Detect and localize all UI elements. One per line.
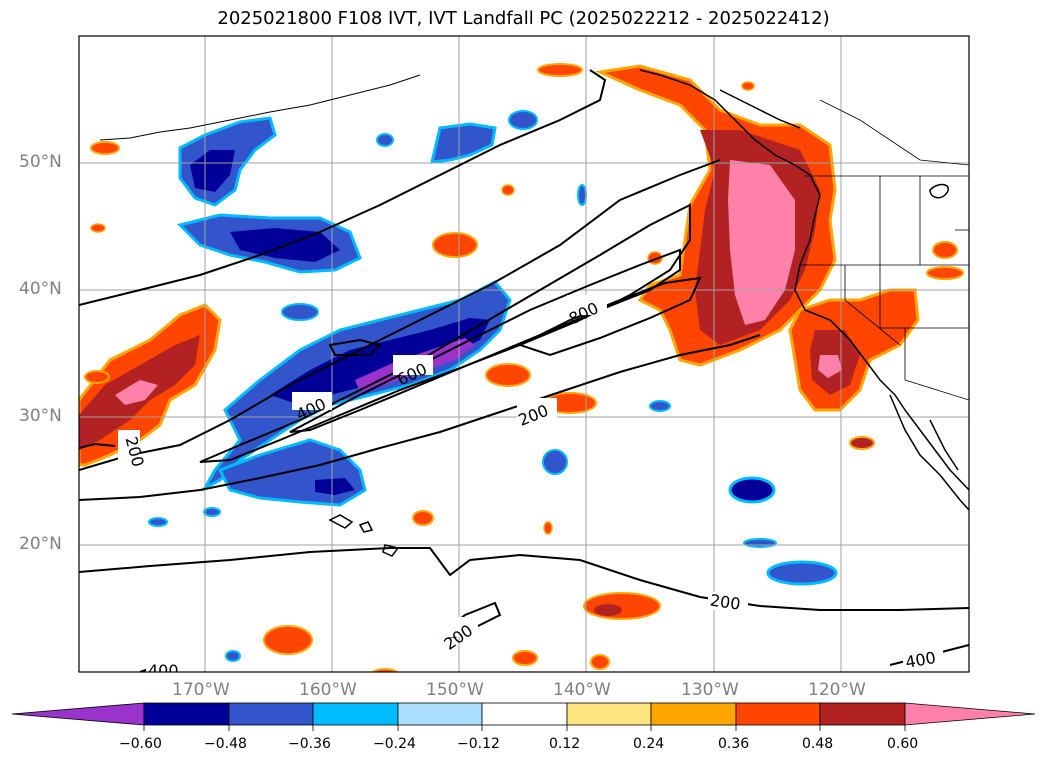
colorbar-label: 0.60 <box>887 736 919 752</box>
anomaly-patch-negative <box>542 449 568 475</box>
contour-label-bg <box>517 398 557 418</box>
colorbar-label: −0.48 <box>204 736 247 752</box>
anomaly-patch <box>412 510 434 526</box>
anomaly-negative-north-1-inner <box>190 150 235 192</box>
anomaly-patch-negative <box>766 560 838 586</box>
anomaly-negative-lower-inner <box>315 478 355 495</box>
longitude-label-130w: 130°W <box>681 680 739 700</box>
contour-label-bg <box>118 430 140 468</box>
anomaly-patch-negative <box>508 110 538 130</box>
anomaly-patch <box>84 370 110 384</box>
anomaly-patch-negative <box>743 538 777 548</box>
map-frame <box>78 35 970 673</box>
contour-label-bg <box>438 617 478 637</box>
anomaly-patch-negative <box>376 133 394 147</box>
anomaly-negative-band-inner <box>270 318 490 405</box>
anomaly-patch <box>90 141 120 155</box>
colorbar-label: −0.12 <box>457 736 500 752</box>
colorbar-swatch <box>650 702 737 726</box>
contour-label-bg <box>567 295 607 315</box>
anomaly-patch-negative <box>148 517 168 527</box>
colorbar-swatch <box>819 702 906 726</box>
colorbar <box>11 702 1036 731</box>
latitude-label-20n: 20°N <box>19 534 62 554</box>
contour-label-bg <box>292 392 332 410</box>
colorbar-swatch <box>566 702 652 726</box>
longitude-label-140w: 140°W <box>553 680 611 700</box>
map-plot-area: 200 400 600 800 200 200 200 400 400 <box>79 36 969 680</box>
map-title: 2025021800 F108 IVT, IVT Landfall PC (20… <box>217 8 830 29</box>
contour-label-400-sw: 400 <box>148 661 179 680</box>
latitude-label-40n: 40°N <box>19 279 62 299</box>
colorbar-swatch <box>397 702 483 726</box>
contour-label-bg <box>393 355 433 375</box>
longitude-label-150w: 150°W <box>426 680 484 700</box>
anomaly-patch-negative <box>728 476 776 504</box>
contour-label-group: 200 400 600 800 200 200 200 400 400 <box>118 295 943 680</box>
anomaly-patch <box>594 604 622 616</box>
landfall-anomaly-west-coast-core <box>728 160 795 325</box>
colorbar-swatch <box>481 702 568 726</box>
colorbar-label: −0.60 <box>119 736 162 752</box>
anomaly-patch <box>849 436 875 450</box>
anomaly-negative-north-3 <box>430 122 497 164</box>
colorbar-swatch <box>735 702 821 726</box>
anomaly-patch <box>512 650 538 666</box>
contour-200-left <box>79 442 116 449</box>
colorbar-label: 0.36 <box>718 736 750 752</box>
anomaly-patch-negative <box>225 650 241 662</box>
gridlines <box>79 36 969 672</box>
contour-label-bg <box>903 648 943 666</box>
colorbar-label: 0.24 <box>633 736 665 752</box>
colorbar-ticks <box>143 725 906 731</box>
colorbar-label: −0.36 <box>288 736 331 752</box>
anomaly-patch-negative <box>281 303 319 321</box>
anomaly-patch <box>926 266 964 280</box>
latitude-label-50n: 50°N <box>19 152 62 172</box>
longitude-label-120w: 120°W <box>808 680 866 700</box>
colorbar-label: 0.48 <box>802 736 834 752</box>
longitude-label-160w: 160°W <box>299 680 357 700</box>
contour-200-southern <box>79 547 969 611</box>
contour-label-bg <box>708 592 748 610</box>
colorbar-label: −0.24 <box>373 736 416 752</box>
colorbar-swatch <box>143 702 230 726</box>
ivt-contours <box>79 69 969 672</box>
anomaly-patch-negative <box>203 507 221 517</box>
colorbar-label: 0.12 <box>549 736 581 752</box>
anomaly-patch-negative <box>577 184 587 206</box>
coastlines <box>99 69 969 557</box>
anomaly-patch <box>543 521 553 535</box>
anomaly-patch <box>371 668 399 672</box>
landfall-anomaly-california-core <box>818 355 842 378</box>
contour-label-200-south: 200 <box>709 591 742 614</box>
anomaly-patch <box>932 241 958 259</box>
anomaly-western-pacific-core <box>115 380 158 405</box>
anomaly-patch <box>90 223 106 233</box>
contour-200-north <box>79 69 607 306</box>
anomaly-patch <box>432 232 478 258</box>
anomaly-patch <box>537 63 583 77</box>
contour-400 <box>199 203 691 463</box>
latitude-label-30n: 30°N <box>19 406 62 426</box>
contour-label-bg <box>146 659 186 672</box>
contour-inner-loop <box>328 338 382 356</box>
colorbar-high-extend <box>904 702 1036 726</box>
contour-200-main <box>79 159 721 471</box>
colorbar-swatch <box>228 702 314 726</box>
anomaly-patch-negative <box>649 400 671 412</box>
anomaly-patch <box>583 592 661 620</box>
anomaly-patch <box>485 363 531 387</box>
anomaly-patch <box>263 625 313 655</box>
longitude-label-170w: 170°W <box>172 680 230 700</box>
anomaly-patch <box>741 81 755 91</box>
colorbar-low-extend <box>11 702 145 726</box>
anomaly-patch <box>590 654 610 670</box>
colorbar-swatch <box>312 702 399 726</box>
contour-600 <box>289 248 681 433</box>
anomaly-patch <box>501 184 515 196</box>
contour-200-south <box>79 334 761 501</box>
